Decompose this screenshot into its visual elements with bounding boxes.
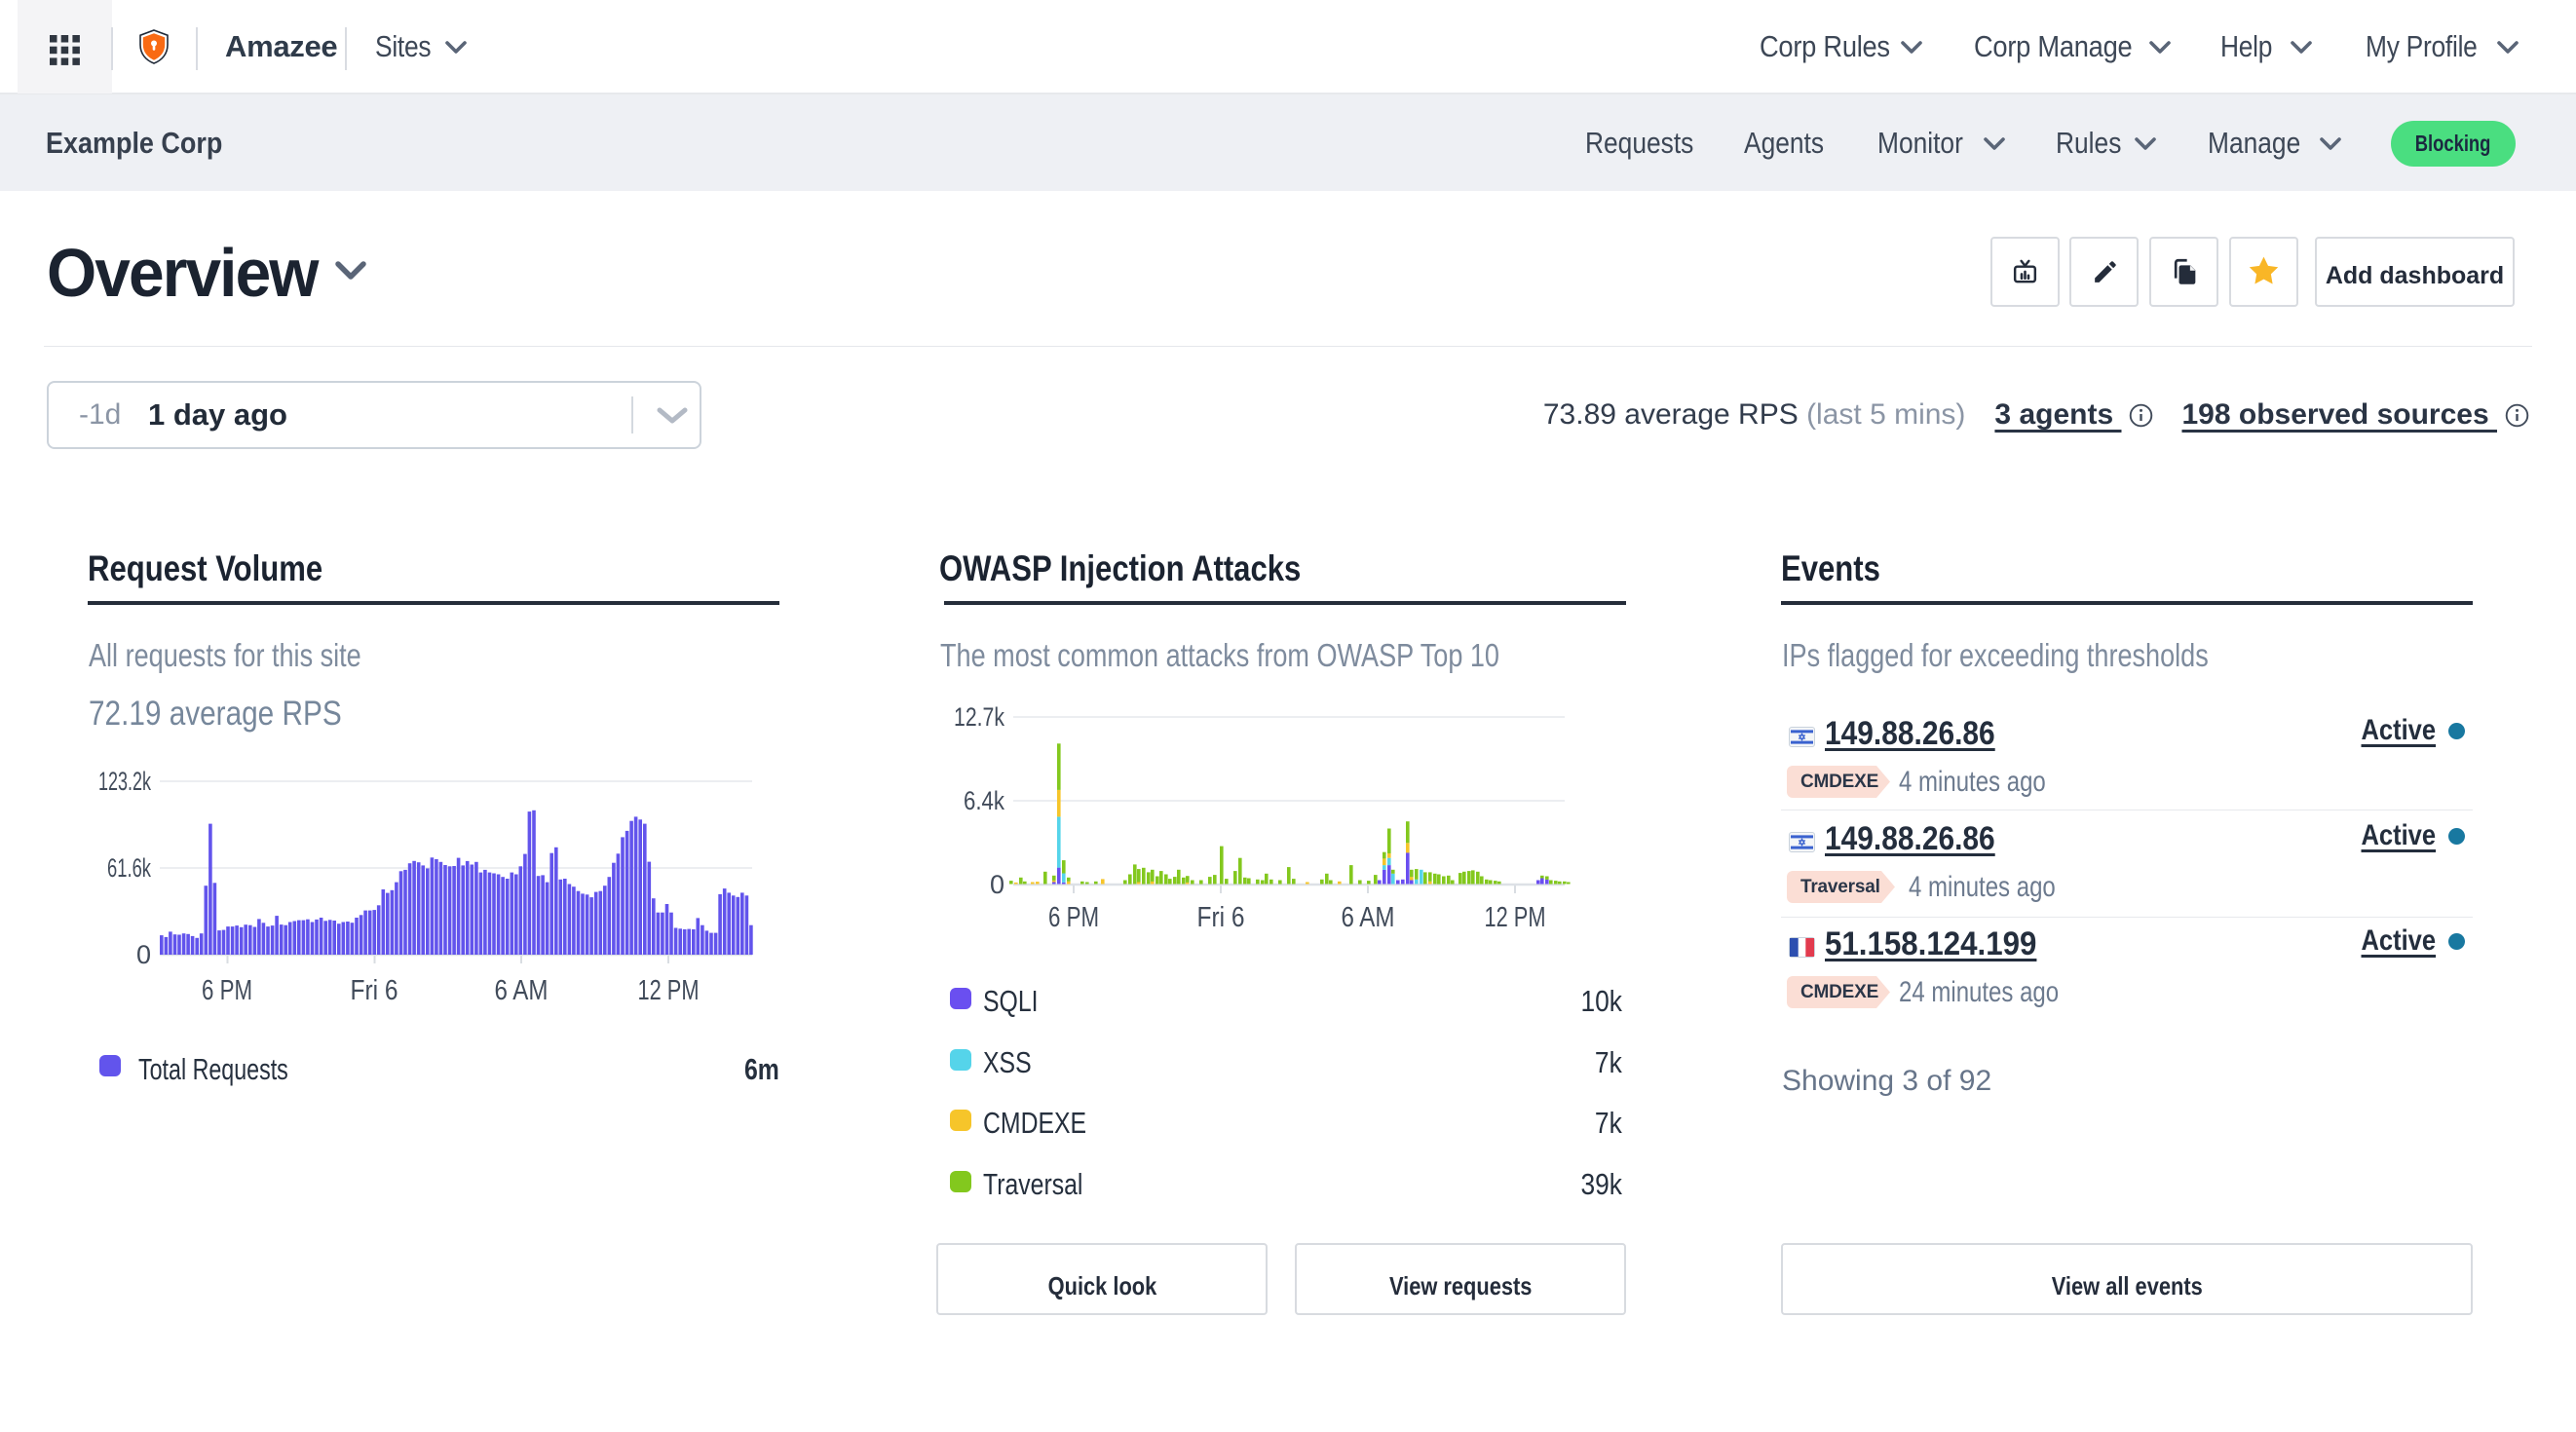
svg-text:0: 0 [990, 870, 1004, 899]
svg-text:123.2k: 123.2k [98, 767, 151, 796]
svg-text:61.6k: 61.6k [107, 853, 151, 883]
svg-text:6 PM: 6 PM [1048, 902, 1099, 933]
svg-text:Fri 6: Fri 6 [351, 975, 398, 1006]
svg-text:6 AM: 6 AM [495, 975, 549, 1006]
svg-text:0: 0 [136, 940, 151, 969]
svg-text:6 PM: 6 PM [202, 975, 252, 1006]
svg-text:Fri 6: Fri 6 [1197, 902, 1245, 933]
svg-text:6 AM: 6 AM [1342, 902, 1395, 933]
svg-text:12 PM: 12 PM [1485, 902, 1546, 933]
svg-text:12 PM: 12 PM [638, 975, 700, 1006]
svg-text:12.7k: 12.7k [954, 702, 1004, 732]
svg-text:6.4k: 6.4k [964, 786, 1004, 815]
